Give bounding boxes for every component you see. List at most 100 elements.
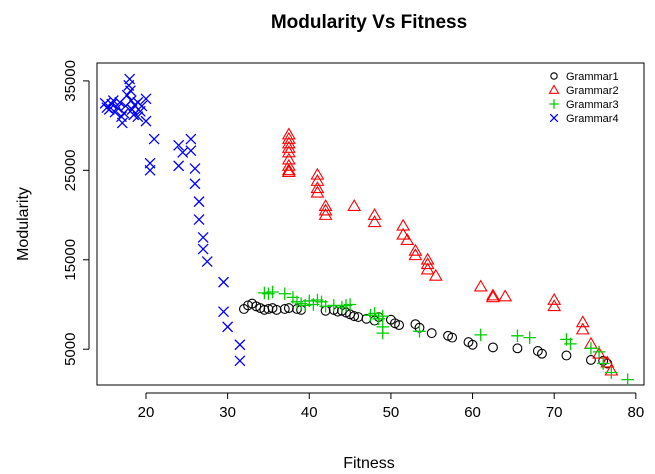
data-point xyxy=(420,257,435,270)
chart-title: Modularity Vs Fitness xyxy=(271,12,467,33)
data-point xyxy=(234,355,246,367)
data-point xyxy=(343,298,357,311)
x-tick-label: 70 xyxy=(546,404,563,421)
series-grammar4 xyxy=(99,73,246,367)
data-point xyxy=(408,243,423,256)
series-grammar3 xyxy=(258,285,634,386)
legend-marker xyxy=(549,113,559,123)
data-point xyxy=(281,136,296,149)
x-tick-label: 20 xyxy=(138,404,155,421)
x-tick-label: 40 xyxy=(301,404,318,421)
data-point xyxy=(575,322,590,335)
data-points xyxy=(99,73,634,386)
data-point xyxy=(536,348,547,359)
data-point xyxy=(376,326,389,340)
data-point xyxy=(318,207,333,220)
plot-frame xyxy=(96,62,645,386)
data-point xyxy=(600,355,615,368)
data-point xyxy=(279,304,290,314)
data-point xyxy=(281,165,296,177)
data-point xyxy=(498,289,513,302)
data-point xyxy=(367,207,382,220)
data-point xyxy=(118,107,130,119)
data-point xyxy=(197,231,209,243)
legend-box xyxy=(542,65,642,129)
legend: Grammar1 Grammar2 Grammar3 Grammar4 xyxy=(542,65,642,129)
data-point xyxy=(318,203,333,216)
y-axis-label: Modularity xyxy=(15,187,32,261)
data-point xyxy=(318,199,333,211)
data-point xyxy=(281,140,296,153)
data-point xyxy=(605,366,618,379)
data-point xyxy=(420,262,435,275)
data-point xyxy=(575,315,590,328)
data-point xyxy=(486,290,500,303)
data-point xyxy=(310,185,325,198)
data-point xyxy=(148,133,160,145)
series-grammar2 xyxy=(281,127,619,376)
data-point xyxy=(218,306,230,318)
legend-marker xyxy=(549,99,559,109)
data-point xyxy=(281,158,296,171)
data-point xyxy=(193,214,205,225)
data-point xyxy=(394,320,405,331)
data-point xyxy=(281,152,296,165)
data-point xyxy=(310,173,325,186)
data-point xyxy=(349,311,360,322)
data-point xyxy=(408,248,423,261)
legend-label: Grammar1 xyxy=(566,71,619,83)
data-point xyxy=(523,331,536,344)
data-point xyxy=(547,299,562,312)
series-grammar1 xyxy=(239,298,613,369)
data-point xyxy=(400,233,415,245)
x-tick-label: 80 xyxy=(627,404,644,421)
data-point xyxy=(376,309,389,323)
y-tick-label: 25000 xyxy=(62,149,79,191)
data-point xyxy=(107,95,119,107)
data-point xyxy=(281,127,296,140)
data-point xyxy=(281,163,296,176)
legend-label: Grammar3 xyxy=(566,99,619,111)
data-point xyxy=(140,115,152,127)
data-point xyxy=(564,337,577,351)
data-point xyxy=(193,196,205,208)
data-point xyxy=(621,373,634,386)
x-axis: 20 30 40 50 60 70 80 xyxy=(138,392,644,421)
data-point xyxy=(132,111,144,123)
x-axis-label: Fitness xyxy=(343,455,395,472)
data-point xyxy=(266,285,279,299)
data-point xyxy=(278,287,292,301)
y-tick-label: 15000 xyxy=(62,239,79,281)
data-point xyxy=(367,215,382,228)
data-point xyxy=(144,157,156,169)
legend-label: Grammar4 xyxy=(566,113,619,125)
data-point xyxy=(218,276,230,288)
data-point xyxy=(447,332,458,343)
data-point xyxy=(125,95,137,107)
data-point xyxy=(234,339,246,351)
data-point xyxy=(197,243,209,255)
data-point xyxy=(473,279,488,292)
y-axis: 5000 15000 25000 35000 xyxy=(62,60,90,366)
data-point xyxy=(413,325,426,338)
data-point xyxy=(271,304,282,315)
data-point xyxy=(140,93,152,105)
data-point xyxy=(584,342,598,355)
data-point xyxy=(585,355,596,365)
legend-marker xyxy=(550,72,558,80)
data-point xyxy=(283,303,294,314)
data-point xyxy=(124,73,136,85)
data-point xyxy=(185,133,197,145)
data-point xyxy=(474,328,487,342)
data-point xyxy=(327,299,341,312)
data-point xyxy=(547,292,562,305)
data-point xyxy=(319,300,332,313)
legend-marker xyxy=(548,84,560,94)
x-tick-label: 60 xyxy=(464,404,481,421)
data-point xyxy=(512,343,523,354)
data-point xyxy=(281,131,296,144)
data-point xyxy=(281,145,296,158)
data-point xyxy=(173,160,185,172)
data-point xyxy=(201,256,213,268)
